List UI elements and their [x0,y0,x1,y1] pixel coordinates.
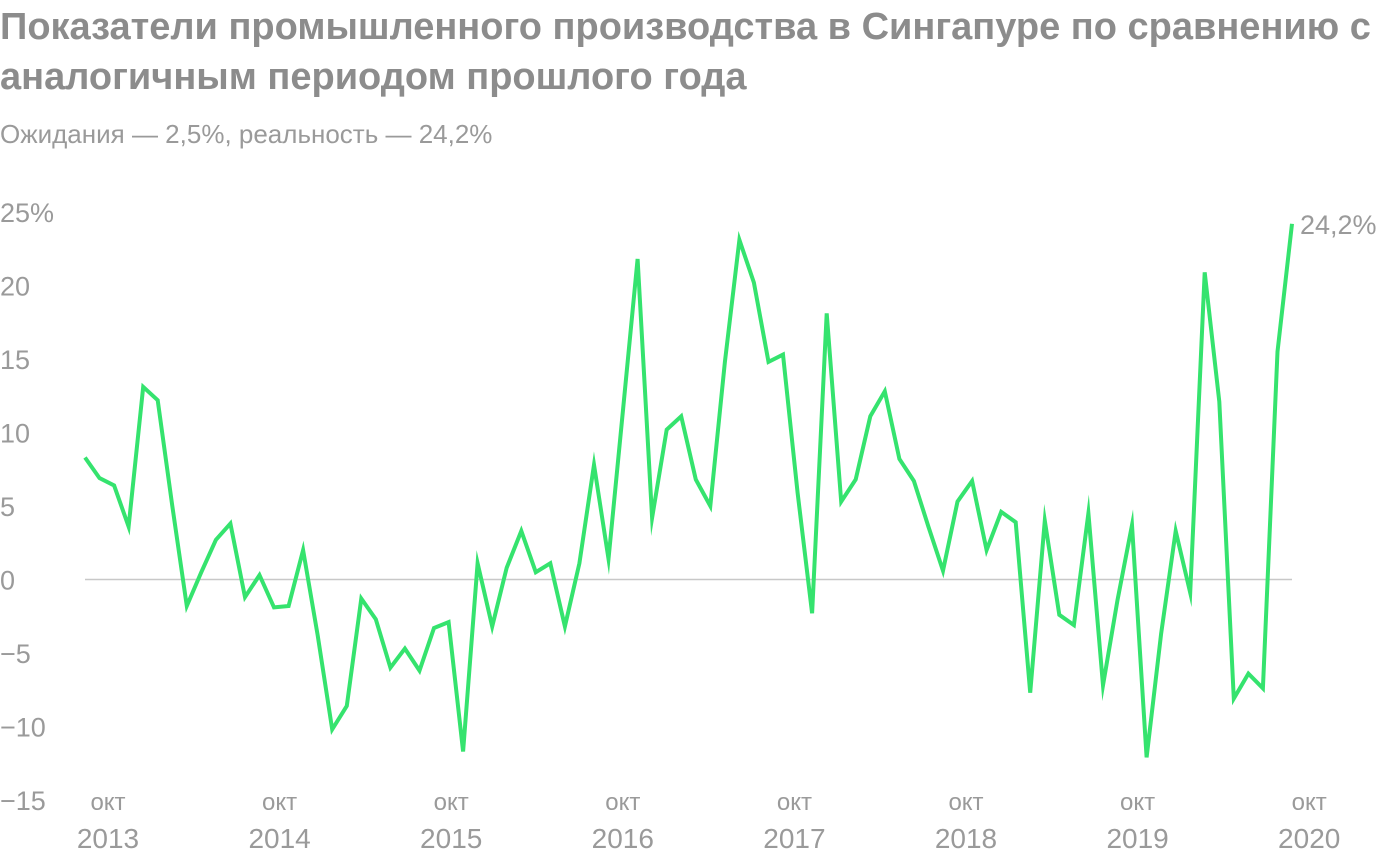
y-tick-label: −5 [0,639,31,669]
x-tick-year-label: 2018 [935,823,997,854]
x-tick-year-label: 2013 [77,823,139,854]
chart-subtitle: Ожидания — 2,5%, реальность — 24,2% [0,119,493,149]
last-value-label: 24,2% [1300,210,1377,240]
chart-title: Показатели промышленного производства в … [0,6,1371,98]
x-tick-month-label: окт [1120,789,1155,816]
x-tick-month-label: окт [434,789,469,816]
x-tick-month-label: окт [90,789,125,816]
x-tick-year-label: 2014 [248,823,310,854]
y-tick-label: 20 [0,272,30,302]
y-tick-label: 5 [0,492,15,522]
x-tick-month-label: окт [605,789,640,816]
x-tick-year-label: 2020 [1278,823,1340,854]
x-tick-year-label: 2016 [592,823,654,854]
x-tick-year-label: 2015 [420,823,482,854]
y-tick-label: −10 [0,713,46,743]
x-tick-year-label: 2017 [763,823,825,854]
y-tick-label: 0 [0,566,15,596]
x-tick-month-label: окт [948,789,983,816]
x-tick-month-label: окт [777,789,812,816]
y-tick-label: 15 [0,345,30,375]
y-tick-label: −15 [0,786,46,816]
x-tick-year-label: 2019 [1106,823,1168,854]
x-tick-month-label: окт [1292,789,1327,816]
y-tick-label: 25% [0,198,54,228]
y-tick-label: 10 [0,419,30,449]
series-line [83,223,1294,758]
x-tick-month-label: окт [262,789,297,816]
